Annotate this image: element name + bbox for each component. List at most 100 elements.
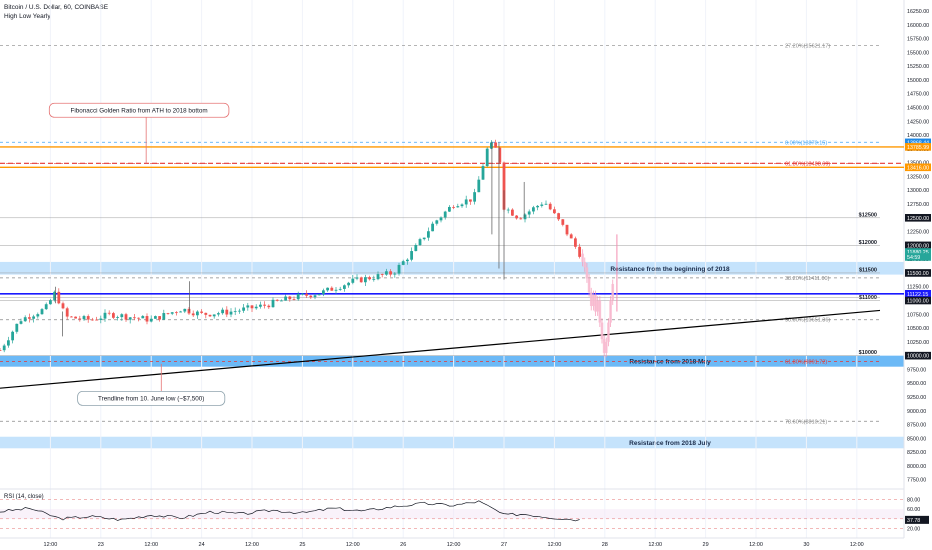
candle-body-126	[527, 211, 531, 215]
resistance-zones: Resistance from the beginning of 2018 Res…	[0, 261, 904, 449]
candle-body-15	[61, 303, 65, 309]
price-badge-0	[905, 138, 931, 147]
candle-body-44	[183, 308, 187, 312]
candle-body-79	[330, 287, 334, 291]
projection-candles	[581, 234, 618, 358]
candle-body-136	[569, 234, 573, 239]
candle-body-101	[422, 237, 426, 240]
fib-label-5: 61.80%(9891.72)	[785, 360, 827, 366]
fib-label-6: 78.60%(8810.21)	[785, 419, 827, 425]
price-tick-9: 14000.00	[907, 133, 929, 139]
price-tick-2: 15750.00	[907, 37, 929, 43]
candle-body-10	[40, 309, 44, 315]
candle-body-109	[456, 206, 460, 208]
price-tick-6: 14750.00	[907, 92, 929, 98]
candle-body-59	[246, 305, 250, 308]
candle-body-43	[179, 311, 183, 313]
candle-body-1	[2, 345, 6, 351]
candle-body-12	[49, 300, 52, 305]
rsi-tick-1: 60.00	[907, 507, 920, 513]
price-badge-5	[905, 248, 931, 256]
projection-body-0	[581, 253, 584, 262]
candle-body-45	[187, 308, 191, 314]
candle-body-57	[238, 310, 241, 312]
time-tick-4: 12:00	[245, 542, 259, 548]
price-axis: 16250.00 16000.00 15750.00 15500.00 15250.00…	[905, 9, 931, 484]
candle-body-107	[448, 206, 451, 212]
candle-body-18	[74, 316, 78, 319]
candle-body-20	[82, 316, 86, 320]
fib-label-2: 61.80%(13488.69)	[785, 161, 830, 167]
candle-body-82	[343, 285, 346, 289]
candle-body-0	[0, 350, 2, 351]
candle-body-14	[57, 291, 61, 304]
rsi-tick-0: 80.00	[907, 498, 920, 504]
candle-body-137	[574, 238, 577, 247]
candle-body-95	[397, 264, 401, 274]
price-badge-8	[905, 289, 931, 298]
candle-body-65	[271, 299, 275, 308]
time-tick-8: 12:00	[447, 542, 461, 548]
time-tick-13: 29	[703, 542, 709, 548]
candle-body-100	[418, 239, 422, 246]
candle-body-19	[78, 318, 82, 320]
candle-body-122	[511, 209, 514, 216]
candle-body-108	[452, 206, 456, 208]
price-tick-24: 10250.00	[907, 340, 929, 346]
candle-body-56	[233, 311, 237, 313]
price-badge-6	[905, 253, 931, 261]
candle-body-85	[355, 277, 359, 279]
candle-body-119	[498, 147, 502, 163]
candle-body-98	[410, 251, 414, 260]
candle-body-115	[481, 166, 485, 180]
candle-body-74	[309, 295, 313, 298]
candle-body-17	[70, 316, 73, 318]
resistance-label-0: Resistance from the beginning of 2018	[610, 266, 730, 273]
projection-body-8	[598, 300, 602, 323]
candle-body-134	[561, 219, 565, 225]
time-tick-1: 23	[98, 542, 104, 548]
candle-body-33	[137, 317, 141, 319]
candle-body-62	[259, 304, 262, 307]
level-label-0: $12500	[859, 212, 877, 218]
projection-body-7	[596, 300, 599, 312]
annotations: Fibonacci Golden Ratio from ATH to 2018 …	[48, 102, 230, 406]
price-tick-0: 16250.00	[907, 9, 929, 15]
candle-body-113	[473, 192, 477, 202]
candle-body-90	[376, 274, 380, 280]
price-tick-14: 12750.00	[907, 202, 929, 208]
time-tick-2: 12:00	[144, 542, 158, 548]
candle-body-132	[553, 209, 556, 214]
price-badge-4	[905, 241, 931, 250]
price-badge-text-7: 11500.00	[907, 271, 929, 277]
candle-body-60	[250, 305, 254, 309]
candle-body-120	[502, 162, 506, 210]
price-badge-text-9: 11000.00	[907, 299, 929, 305]
candle-body-102	[427, 231, 430, 238]
price-badge-3	[905, 214, 931, 222]
rsi-tick-3: 20.00	[907, 526, 920, 532]
price-badge-text-6: 54:59	[907, 255, 920, 261]
time-tick-3: 24	[199, 542, 205, 548]
trendline-layer	[0, 309, 881, 389]
price-badge-text-3: 12500.00	[907, 216, 929, 222]
resistance-zone-2	[0, 436, 904, 449]
candle-body-131	[548, 203, 552, 210]
level-label-4: $10000	[859, 350, 877, 356]
candle-body-26	[107, 312, 111, 314]
candle-body-94	[393, 273, 397, 275]
candle-body-111	[464, 199, 468, 205]
candle-body-11	[44, 304, 48, 310]
candle-body-36	[149, 318, 153, 322]
candle-body-97	[406, 259, 409, 262]
candle-body-41	[170, 312, 174, 314]
candle-body-21	[86, 316, 90, 320]
candle-body-138	[578, 246, 582, 257]
candle-body-53	[221, 309, 225, 314]
price-tick-22: 10750.00	[907, 312, 929, 318]
projection-body-9	[600, 322, 604, 340]
candle-body-124	[519, 218, 523, 220]
level-lines: 27.20%(15621.17) 0.00%(13870.15) 61.80%(13…	[0, 44, 904, 425]
candle-body-125	[523, 214, 527, 220]
